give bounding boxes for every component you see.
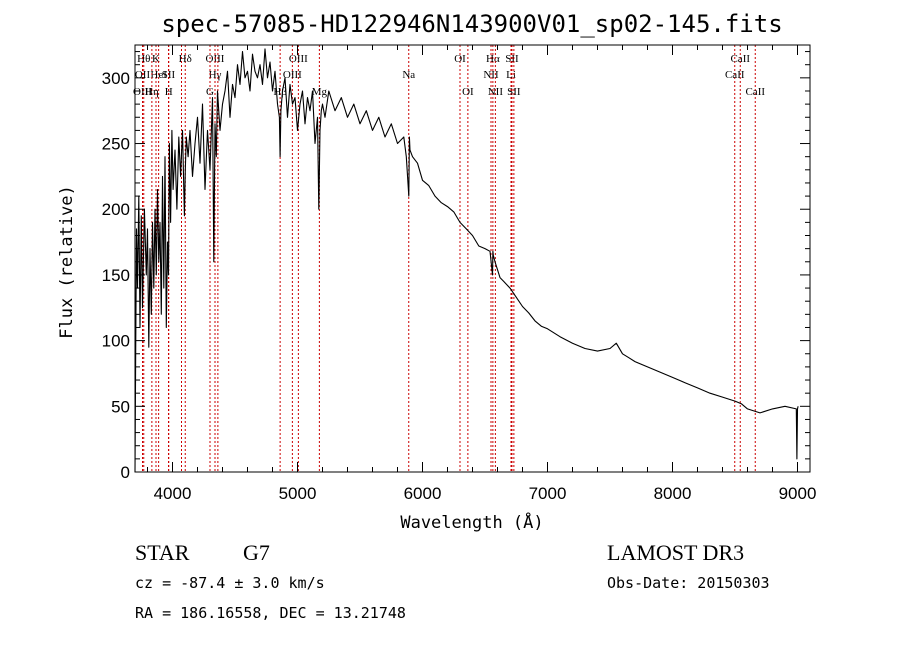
object-type: STAR [135, 540, 190, 565]
spectral-line-label: OIII [289, 53, 308, 65]
flux-line [134, 48, 799, 473]
x-tick-label: 9000 [779, 484, 817, 503]
spectral-line-label: Hη [145, 86, 159, 98]
coordinates: RA = 186.16558, DEC = 13.21748 [135, 604, 406, 622]
spectral-line-label: Hα [486, 53, 500, 65]
y-tick-label: 0 [121, 463, 130, 482]
plot-frame [134, 44, 811, 473]
x-tick-label: 4000 [154, 484, 192, 503]
spectral-line-label: Hγ [209, 69, 222, 81]
object-subclass: G7 [243, 540, 270, 565]
spectral-line-label: Li [506, 69, 516, 81]
spectral-line-label: OI [462, 86, 474, 98]
x-axis-label: Wavelength (Å) [400, 511, 543, 533]
spectral-line-label: SII [505, 53, 519, 65]
y-axis-label: Flux (relative) [57, 185, 77, 339]
y-tick-label: 50 [111, 397, 130, 416]
spectral-line-label: Hθ [137, 53, 150, 65]
spectral-line-label: G [206, 86, 214, 98]
spectral-line-label: H [165, 86, 173, 98]
x-tick-label: 8000 [654, 484, 692, 503]
spectral-line-label: OI [454, 53, 466, 65]
spectral-line-label: Mg [312, 86, 328, 98]
chart-title: spec-57085-HD122946N143900V01_sp02-145.f… [161, 10, 782, 38]
y-tick-label: 250 [102, 135, 130, 154]
spectral-line-label: OIII [133, 86, 152, 98]
y-tick-label: 150 [102, 266, 130, 285]
flux-series [134, 48, 799, 473]
y-tick-label: 100 [102, 332, 130, 351]
spectral-line-label: Hδ [179, 53, 192, 65]
x-tick-label: 7000 [529, 484, 567, 503]
x-tick-label: 6000 [404, 484, 442, 503]
y-tick-label: 300 [102, 69, 130, 88]
spectral-line-label: Na [402, 69, 415, 81]
spectral-line-label: OIII [283, 69, 302, 81]
x-tick-label: 5000 [279, 484, 317, 503]
spectral-line-label: CaII [745, 86, 765, 98]
spectral-line-label: CaII [730, 53, 750, 65]
spectral-line-label: NII [483, 69, 499, 81]
spectral-line-markers: HθOIIOIIIKHeIHηSIIHHδOIIIHγGOIIIOIIIHβMg… [133, 45, 765, 472]
redshift-velocity: cz = -87.4 ± 3.0 km/s [135, 574, 325, 592]
axes: 4000 5000 6000 7000 8000 9000 0 50 100 150 200 250 3… [102, 44, 817, 503]
spectral-line-label: NII [488, 86, 504, 98]
survey-name: LAMOST DR3 [607, 540, 745, 565]
spectral-line-label: K [152, 53, 160, 65]
spectral-line-label: CaII [725, 69, 745, 81]
y-tick-label: 200 [102, 200, 130, 219]
spectral-line-label: HeI [150, 69, 167, 81]
observation-date: Obs-Date: 20150303 [607, 574, 770, 592]
spectral-line-label: SII [507, 86, 521, 98]
